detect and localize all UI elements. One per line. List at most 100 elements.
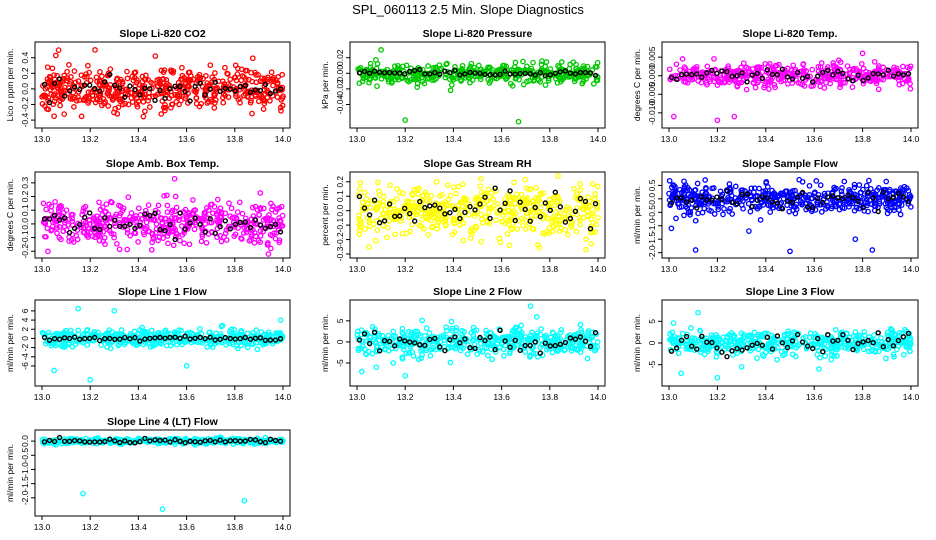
mean-point — [247, 89, 254, 96]
data-point — [471, 64, 477, 71]
data-point — [565, 231, 571, 238]
data-point — [174, 93, 181, 100]
data-point — [720, 211, 726, 218]
mean-point — [704, 70, 710, 76]
mean-point — [547, 72, 553, 78]
data-point — [817, 64, 824, 70]
data-point — [359, 199, 366, 206]
data-point — [766, 86, 772, 92]
data-point — [522, 176, 529, 183]
data-point — [95, 217, 102, 224]
data-point — [818, 77, 824, 84]
mean-point — [252, 217, 259, 223]
mean-point — [799, 189, 806, 196]
data-point — [552, 209, 559, 215]
panel-title: Slope Line 2 Flow — [433, 286, 523, 298]
mean-point — [71, 225, 78, 232]
mean-point — [820, 349, 826, 355]
mean-point — [532, 204, 538, 211]
data-point — [694, 180, 701, 187]
data-point — [239, 210, 246, 217]
data-point — [520, 58, 526, 65]
mean-point — [477, 70, 483, 77]
data-point — [703, 79, 710, 86]
data-point — [155, 237, 161, 244]
y-tick-label: -2.0 — [20, 490, 30, 505]
data-point — [40, 92, 47, 99]
data-point — [96, 199, 102, 206]
mean-point — [779, 205, 786, 212]
data-point — [880, 64, 887, 71]
y-tick-label: 0.4 — [20, 52, 30, 64]
data-point — [734, 82, 741, 89]
mean-point — [51, 80, 58, 87]
data-point — [357, 179, 364, 186]
data-point — [249, 110, 255, 117]
x-tick-label: 14.0 — [903, 134, 920, 144]
mean-point — [127, 83, 133, 89]
plot-frame — [349, 171, 606, 259]
data-point — [260, 205, 267, 212]
data-point — [383, 234, 390, 241]
mean-point — [714, 70, 720, 77]
data-point — [899, 80, 906, 87]
mean-point — [277, 229, 284, 235]
data-point — [116, 246, 123, 253]
data-point — [193, 89, 199, 96]
data-point — [274, 206, 280, 213]
mean-point — [407, 68, 413, 75]
x-tick-label: 13.2 — [709, 264, 726, 274]
mean-point — [417, 66, 423, 73]
data-point — [182, 95, 189, 102]
data-point — [423, 325, 430, 332]
mean-point — [587, 70, 594, 76]
data-point — [412, 204, 419, 211]
data-point — [125, 88, 131, 94]
data-point — [789, 70, 796, 77]
data-point — [85, 62, 91, 69]
data-point — [558, 326, 565, 333]
x-tick-label: 13.0 — [34, 264, 51, 274]
mean-point — [41, 216, 48, 222]
x-tick-label: 13.8 — [227, 522, 244, 532]
mean-point — [482, 71, 488, 78]
mean-point — [422, 204, 428, 211]
data-point — [557, 78, 564, 85]
data-point — [512, 59, 519, 66]
mean-point — [835, 194, 841, 201]
data-point — [754, 355, 760, 362]
data-point — [257, 232, 264, 239]
y-axis-label: kPa per min. — [320, 61, 330, 109]
data-point — [448, 82, 455, 88]
data-point — [458, 78, 464, 84]
mean-point — [815, 73, 821, 79]
mean-point — [187, 98, 193, 104]
data-point — [907, 80, 913, 87]
data-point — [115, 104, 122, 111]
mean-point — [217, 88, 223, 95]
data-point — [53, 225, 60, 231]
data-point — [56, 203, 63, 210]
data-point — [211, 104, 218, 111]
data-point — [464, 351, 471, 358]
data-point — [856, 182, 863, 188]
mean-point — [789, 76, 796, 82]
data-point — [361, 189, 368, 196]
mean-point — [371, 68, 378, 74]
outlier-point — [869, 247, 876, 253]
data-point — [356, 186, 363, 192]
data-point — [178, 76, 184, 83]
mean-point — [497, 207, 503, 213]
plot-frame — [349, 41, 606, 129]
x-tick-label: 13.8 — [854, 264, 871, 274]
mean-point — [137, 222, 143, 229]
data-point — [570, 59, 577, 66]
plot-frame — [34, 171, 291, 259]
mean-point — [242, 219, 249, 225]
data-point — [122, 100, 129, 107]
mean-point — [870, 70, 876, 77]
data-point — [484, 219, 490, 226]
data-point — [80, 208, 86, 215]
data-point — [386, 212, 393, 218]
x-tick-label: 14.0 — [275, 134, 292, 144]
